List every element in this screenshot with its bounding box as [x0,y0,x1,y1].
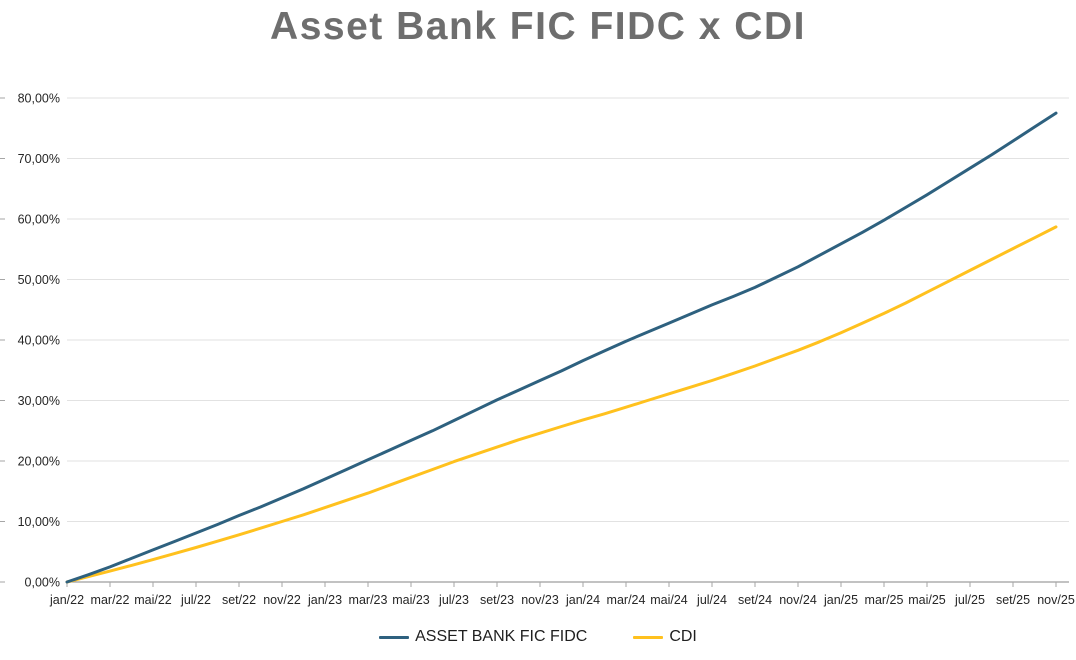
x-axis-tick-label: mai/24 [650,593,688,607]
y-axis-tick-label: 50,00% [18,273,60,287]
x-axis-tick-label: jan/23 [307,593,342,607]
y-axis-tick-label: 0,00% [25,576,60,590]
series-line-asset [65,111,1058,584]
x-axis-tick-label: nov/24 [779,593,817,607]
chart-title: Asset Bank FIC FIDC x CDI [270,5,806,48]
x-axis-tick-label: mai/25 [908,593,946,607]
legend-item-cdi: CDI [633,628,697,646]
x-axis-tick-label: mar/22 [91,593,130,607]
x-axis-tick-label: nov/23 [521,593,559,607]
x-axis-tick-label: set/25 [996,593,1030,607]
x-axis-tick-label: mar/25 [865,593,904,607]
x-axis-tick-label: jul/24 [696,593,727,607]
y-axis-tick-label: 30,00% [18,394,60,408]
x-axis-tick-label: jan/25 [823,593,858,607]
legend-label-cdi: CDI [669,628,697,645]
asset-line-swatch-icon [379,635,410,639]
y-axis-tick-label: 10,00% [18,515,60,529]
legend-label-asset: ASSET BANK FIC FIDC [415,628,588,645]
x-axis-tick-label: mar/24 [607,593,646,607]
legend-item-asset: ASSET BANK FIC FIDC [379,628,587,646]
x-axis-tick-label: nov/25 [1037,593,1075,607]
x-axis-tick-label: nov/22 [263,593,301,607]
y-axis-tick-label: 80,00% [18,92,60,106]
y-axis-tick-label: 40,00% [18,334,60,348]
x-axis-tick-label: mai/22 [134,593,172,607]
series-line-cdi [65,225,1058,584]
x-axis-tick-label: set/23 [480,593,514,607]
y-axis-tick-label: 70,00% [18,152,60,166]
x-axis-tick-label: mai/23 [392,593,430,607]
cdi-line-swatch-icon [633,635,664,639]
y-axis-tick-label: 60,00% [18,213,60,227]
x-axis-tick-label: jan/24 [565,593,600,607]
x-axis-tick-label: set/24 [738,593,772,607]
x-axis-tick-label: jul/23 [438,593,469,607]
x-axis-tick-label: jul/25 [954,593,985,607]
x-axis-tick-label: mar/23 [349,593,388,607]
x-axis-tick-label: set/22 [222,593,256,607]
x-axis-tick-label: jul/22 [180,593,211,607]
y-axis-tick-label: 20,00% [18,455,60,469]
chart-legend: ASSET BANK FIC FIDC CDI [0,628,1076,646]
x-axis-tick-label: jan/22 [49,593,84,607]
